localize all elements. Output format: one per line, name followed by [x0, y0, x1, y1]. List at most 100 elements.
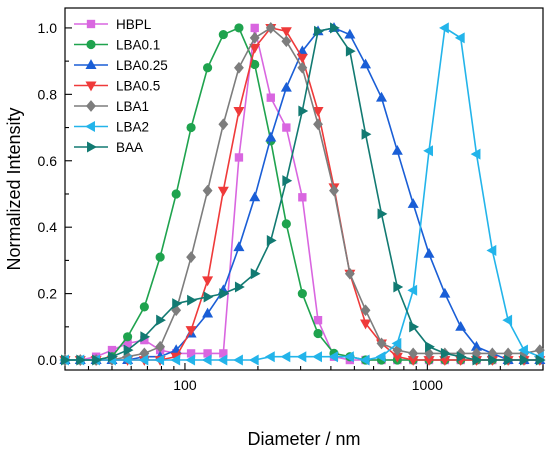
data-point — [123, 344, 134, 356]
data-point — [202, 307, 214, 318]
legend-marker — [86, 39, 96, 50]
data-point — [172, 298, 183, 310]
data-point — [454, 32, 465, 44]
legend-item: HBPL — [74, 17, 152, 32]
data-point — [234, 61, 244, 74]
data-point — [470, 148, 481, 160]
data-point — [329, 184, 339, 197]
data-point — [219, 288, 230, 300]
data-point — [249, 191, 261, 202]
legend-label: LBA0.5 — [116, 79, 160, 94]
y-tick-label: 0.2 — [38, 286, 58, 302]
data-point — [250, 268, 261, 280]
data-point — [233, 241, 245, 252]
data-point — [408, 347, 419, 360]
legend-marker — [85, 59, 97, 69]
data-point — [423, 247, 435, 258]
data-point — [375, 351, 386, 363]
data-point — [265, 22, 276, 34]
data-point — [312, 106, 324, 117]
data-point — [344, 28, 356, 39]
data-point — [186, 122, 196, 133]
legend-label: LBA1 — [116, 99, 149, 114]
data-point — [345, 45, 356, 57]
data-point — [250, 23, 259, 33]
data-point — [202, 276, 214, 287]
series-layer — [59, 22, 546, 366]
data-point — [280, 27, 292, 38]
data-point — [266, 234, 277, 246]
data-point — [456, 351, 467, 363]
legend-marker — [86, 19, 96, 29]
data-point — [297, 289, 307, 299]
data-point — [154, 354, 165, 366]
data-point — [328, 351, 338, 363]
data-point — [264, 351, 275, 363]
data-point — [185, 326, 197, 337]
data-point — [203, 291, 214, 303]
data-point — [393, 281, 404, 293]
y-tick-label: 1.0 — [38, 20, 58, 36]
x-tick-label: 1000 — [412, 377, 443, 393]
data-point — [156, 314, 166, 326]
legend-item: LBA1 — [74, 99, 149, 114]
data-point — [217, 354, 228, 366]
data-point — [298, 193, 307, 202]
data-point — [360, 304, 371, 317]
data-point — [187, 294, 197, 306]
data-point — [375, 91, 388, 102]
y-tick-label: 0.8 — [38, 86, 58, 102]
data-point — [520, 354, 530, 366]
data-point — [202, 184, 213, 197]
data-point — [249, 32, 260, 44]
data-point — [298, 105, 309, 117]
data-point — [535, 354, 546, 366]
data-point — [202, 63, 213, 73]
legend-label: LBA2 — [116, 120, 149, 135]
data-point — [425, 341, 435, 353]
data-point — [218, 29, 228, 40]
data-point — [280, 81, 292, 92]
data-point — [121, 354, 132, 366]
data-point — [455, 320, 467, 331]
data-point — [360, 319, 372, 330]
data-point — [171, 189, 181, 199]
legend-label: BAA — [116, 140, 143, 155]
data-point — [407, 198, 419, 208]
data-point — [504, 354, 514, 366]
legend-item: BAA — [74, 140, 143, 155]
data-point — [140, 331, 151, 343]
data-point — [265, 131, 277, 142]
data-point — [234, 23, 244, 33]
data-point — [249, 43, 261, 54]
data-point — [313, 316, 323, 325]
data-point — [280, 351, 291, 363]
data-point — [361, 128, 372, 140]
legend-label: LBA0.25 — [116, 58, 168, 73]
data-point — [170, 354, 181, 366]
data-point — [282, 175, 293, 187]
data-point — [313, 328, 323, 339]
data-point — [297, 61, 308, 74]
data-point — [123, 332, 133, 342]
data-point — [234, 281, 245, 293]
data-point — [359, 354, 370, 366]
data-point — [518, 344, 528, 356]
data-point — [330, 22, 340, 34]
data-point — [486, 244, 497, 256]
x-axis-title: Diameter / nm — [247, 429, 360, 449]
legend-item: LBA0.25 — [74, 58, 168, 73]
legend-marker — [87, 141, 97, 153]
data-point — [233, 106, 245, 117]
data-point — [248, 354, 259, 366]
legend-marker — [85, 120, 95, 133]
data-point — [314, 25, 324, 37]
data-point — [61, 354, 71, 366]
data-point — [377, 208, 388, 220]
data-point — [201, 354, 212, 366]
data-point — [391, 337, 402, 349]
x-axis-ticks: 100 1000 — [87, 363, 544, 393]
data-point — [409, 321, 420, 333]
y-tick-label: 0.0 — [38, 352, 58, 368]
